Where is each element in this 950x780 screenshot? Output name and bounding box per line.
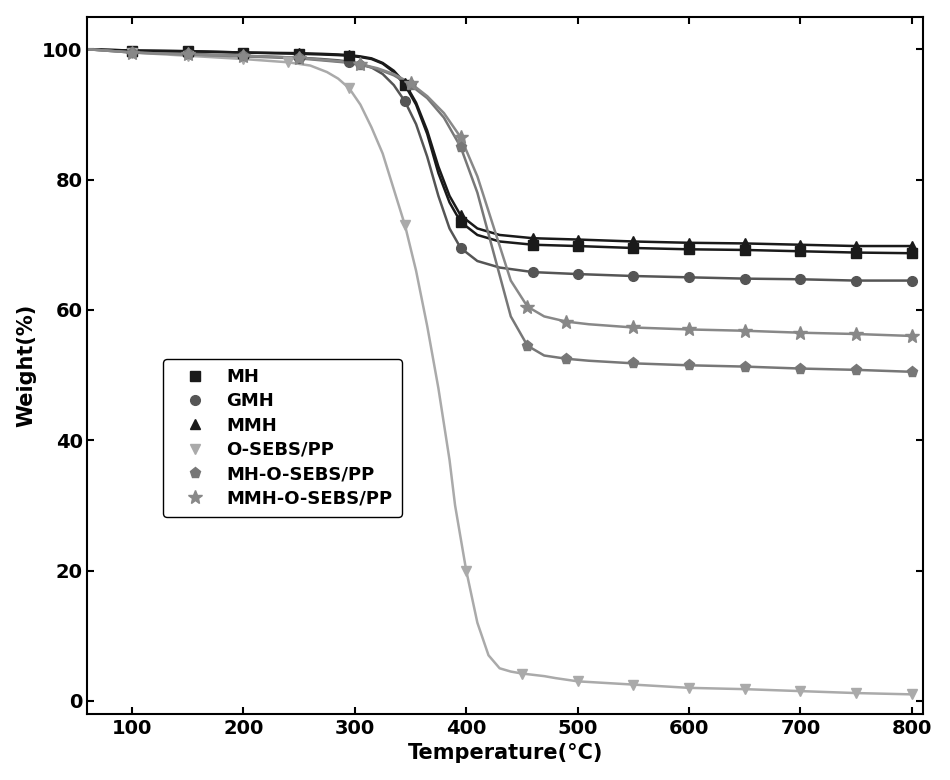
MMH bbox=[238, 48, 249, 57]
GMH bbox=[683, 273, 694, 282]
GMH bbox=[294, 53, 305, 62]
O-SEBS/PP bbox=[238, 55, 249, 64]
MH bbox=[795, 246, 807, 256]
MMH bbox=[572, 235, 583, 244]
Legend: MH, GMH, MMH, O-SEBS/PP, MH-O-SEBS/PP, MMH-O-SEBS/PP: MH, GMH, MMH, O-SEBS/PP, MH-O-SEBS/PP, M… bbox=[163, 359, 402, 516]
GMH bbox=[126, 47, 138, 56]
MH-O-SEBS/PP bbox=[455, 142, 466, 151]
MMH-O-SEBS/PP bbox=[739, 326, 750, 335]
MH bbox=[739, 245, 750, 254]
MMH bbox=[294, 48, 305, 58]
MMH bbox=[455, 211, 466, 220]
Line: O-SEBS/PP: O-SEBS/PP bbox=[127, 48, 917, 699]
GMH bbox=[238, 51, 249, 60]
MMH bbox=[683, 238, 694, 247]
GMH bbox=[850, 276, 862, 285]
GMH bbox=[527, 268, 539, 277]
MMH-O-SEBS/PP bbox=[560, 317, 572, 326]
MH bbox=[850, 248, 862, 257]
MMH-O-SEBS/PP bbox=[405, 79, 416, 88]
MH bbox=[294, 49, 305, 58]
Y-axis label: Weight(%): Weight(%) bbox=[17, 303, 37, 427]
MH-O-SEBS/PP bbox=[126, 48, 138, 57]
MH-O-SEBS/PP bbox=[560, 354, 572, 363]
O-SEBS/PP bbox=[461, 566, 472, 575]
O-SEBS/PP bbox=[182, 51, 194, 60]
O-SEBS/PP bbox=[572, 677, 583, 686]
MH-O-SEBS/PP bbox=[795, 363, 807, 373]
MMH-O-SEBS/PP bbox=[455, 133, 466, 142]
O-SEBS/PP bbox=[344, 83, 355, 93]
Line: MMH: MMH bbox=[127, 46, 917, 251]
MH bbox=[399, 80, 410, 90]
Line: GMH: GMH bbox=[127, 47, 917, 285]
MH-O-SEBS/PP bbox=[683, 360, 694, 370]
GMH bbox=[455, 243, 466, 253]
MMH-O-SEBS/PP bbox=[354, 59, 366, 69]
MMH-O-SEBS/PP bbox=[683, 324, 694, 334]
MH-O-SEBS/PP bbox=[354, 60, 366, 69]
O-SEBS/PP bbox=[739, 685, 750, 694]
MMH-O-SEBS/PP bbox=[126, 48, 138, 57]
GMH bbox=[572, 269, 583, 278]
O-SEBS/PP bbox=[795, 686, 807, 696]
MH bbox=[527, 240, 539, 250]
MMH bbox=[906, 241, 918, 250]
O-SEBS/PP bbox=[906, 690, 918, 699]
MH bbox=[344, 51, 355, 60]
MH-O-SEBS/PP bbox=[739, 362, 750, 371]
O-SEBS/PP bbox=[282, 58, 294, 67]
MH bbox=[238, 48, 249, 57]
MH-O-SEBS/PP bbox=[850, 365, 862, 374]
MH bbox=[906, 249, 918, 258]
MMH bbox=[344, 51, 355, 60]
GMH bbox=[182, 49, 194, 58]
MMH bbox=[399, 79, 410, 88]
MH-O-SEBS/PP bbox=[182, 50, 194, 59]
MMH-O-SEBS/PP bbox=[294, 53, 305, 62]
MH-O-SEBS/PP bbox=[238, 51, 249, 61]
MMH-O-SEBS/PP bbox=[850, 329, 862, 339]
MH bbox=[572, 241, 583, 250]
MMH bbox=[182, 47, 194, 56]
MH bbox=[126, 46, 138, 55]
MH-O-SEBS/PP bbox=[294, 54, 305, 63]
O-SEBS/PP bbox=[850, 689, 862, 698]
MMH-O-SEBS/PP bbox=[182, 50, 194, 59]
MMH bbox=[850, 241, 862, 250]
Line: MMH-O-SEBS/PP: MMH-O-SEBS/PP bbox=[125, 45, 919, 343]
MMH-O-SEBS/PP bbox=[238, 51, 249, 60]
O-SEBS/PP bbox=[399, 221, 410, 230]
MMH-O-SEBS/PP bbox=[522, 302, 533, 311]
MH-O-SEBS/PP bbox=[522, 341, 533, 350]
GMH bbox=[628, 271, 639, 281]
MMH-O-SEBS/PP bbox=[628, 323, 639, 332]
Line: MH: MH bbox=[127, 46, 917, 258]
GMH bbox=[399, 97, 410, 106]
MH bbox=[455, 218, 466, 227]
O-SEBS/PP bbox=[628, 680, 639, 690]
GMH bbox=[795, 275, 807, 284]
MMH-O-SEBS/PP bbox=[906, 332, 918, 341]
GMH bbox=[906, 276, 918, 285]
MH-O-SEBS/PP bbox=[906, 367, 918, 377]
MH-O-SEBS/PP bbox=[628, 359, 639, 368]
MH bbox=[683, 245, 694, 254]
MH bbox=[628, 243, 639, 253]
MH bbox=[182, 47, 194, 56]
X-axis label: Temperature(°C): Temperature(°C) bbox=[408, 743, 603, 764]
O-SEBS/PP bbox=[683, 683, 694, 693]
Line: MH-O-SEBS/PP: MH-O-SEBS/PP bbox=[126, 47, 918, 378]
MMH bbox=[126, 46, 138, 55]
GMH bbox=[344, 57, 355, 66]
MH-O-SEBS/PP bbox=[405, 80, 416, 90]
MMH bbox=[739, 239, 750, 248]
O-SEBS/PP bbox=[126, 48, 138, 57]
MMH bbox=[527, 233, 539, 243]
MMH bbox=[628, 237, 639, 246]
GMH bbox=[739, 274, 750, 283]
MMH-O-SEBS/PP bbox=[795, 328, 807, 338]
O-SEBS/PP bbox=[516, 668, 527, 678]
MMH bbox=[795, 240, 807, 250]
